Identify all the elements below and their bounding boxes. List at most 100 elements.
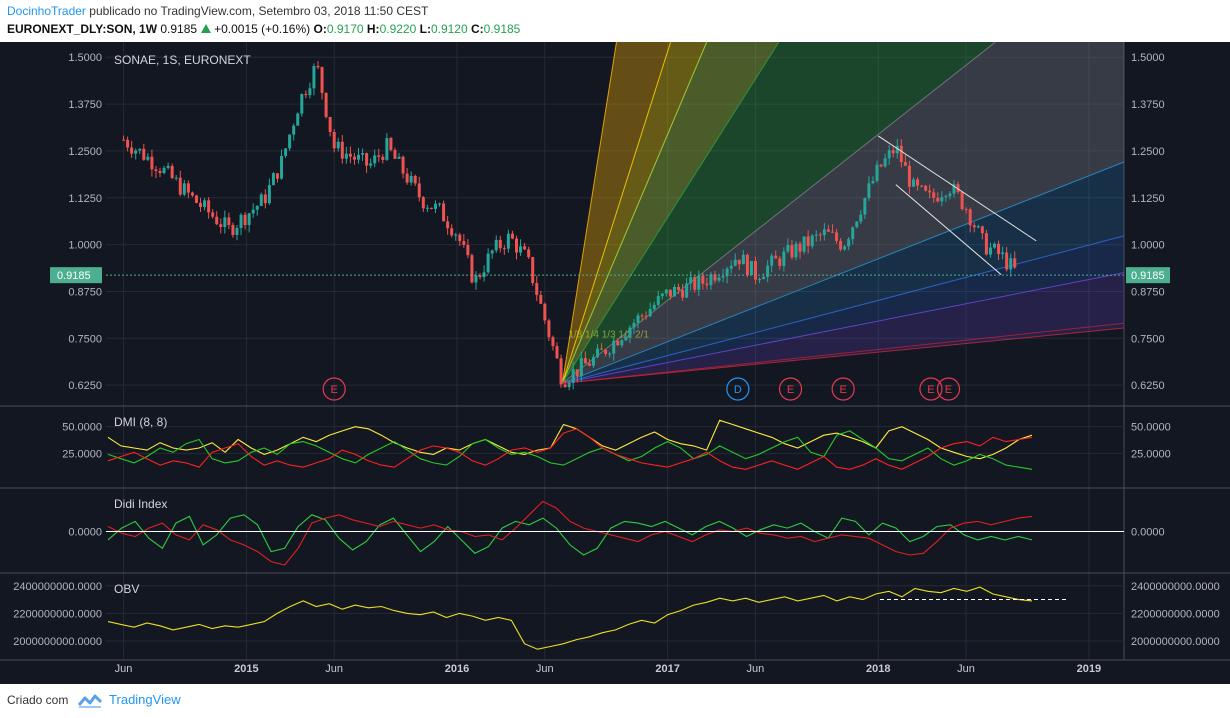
candle-body <box>936 197 940 202</box>
indicator-tick-left: 50.0000 <box>62 422 102 434</box>
time-axis-label: 2015 <box>234 663 258 675</box>
candle-body <box>519 246 523 253</box>
candle-body <box>697 275 701 290</box>
candle-body <box>134 150 138 154</box>
close-label: C: <box>470 22 484 36</box>
candle-body <box>911 179 915 187</box>
candle-body <box>997 243 1001 255</box>
price-tick-right: 0.7500 <box>1131 333 1165 345</box>
candle-body <box>681 289 685 298</box>
candle-body <box>774 255 778 259</box>
candle-body <box>207 200 211 213</box>
candle-body <box>1001 252 1005 255</box>
candle-body <box>980 226 984 234</box>
candle-body <box>174 177 178 179</box>
candle-body <box>571 369 575 383</box>
published-text: publicado no TradingView.com, Setembro 0… <box>85 4 429 18</box>
candle-body <box>583 358 587 364</box>
low-label: L: <box>419 22 431 36</box>
candle-body <box>895 145 899 154</box>
candle-body <box>498 239 502 249</box>
time-axis-label: 2017 <box>655 663 679 675</box>
candle-body <box>640 315 644 317</box>
candle-body <box>660 293 664 297</box>
candle-body <box>952 184 956 194</box>
candle-body <box>903 162 907 166</box>
candle-body <box>782 251 786 266</box>
candle-body <box>186 183 190 193</box>
gann-fan-line <box>562 235 1125 384</box>
candle-body <box>328 117 332 132</box>
candle-body <box>324 92 328 118</box>
candle-body <box>587 363 591 366</box>
candle-body <box>879 164 883 167</box>
price-tick-right: 1.2500 <box>1131 146 1165 158</box>
candle-body <box>543 303 547 321</box>
candle-body <box>964 209 968 211</box>
candle-body <box>397 156 401 159</box>
chart-header: DocinhoTrader publicado no TradingView.c… <box>0 0 1230 42</box>
candle-body <box>239 214 243 229</box>
candle-body <box>741 254 745 265</box>
price-tick-left: 1.1250 <box>68 193 102 205</box>
candle-body <box>616 340 620 346</box>
candle-body <box>547 320 551 338</box>
candle-body <box>288 134 292 149</box>
event-label: E <box>945 384 952 396</box>
candle-body <box>450 228 454 236</box>
candle-body <box>190 192 194 196</box>
candle-body <box>551 337 555 347</box>
indicator-series-line <box>107 428 1033 470</box>
candle-body <box>300 94 304 114</box>
candle-body <box>122 139 126 141</box>
candle-body <box>482 272 486 277</box>
tradingview-link[interactable]: TradingView <box>109 692 181 707</box>
tradingview-logo-icon <box>77 694 102 708</box>
candle-body <box>555 346 559 359</box>
candle-body <box>138 148 142 151</box>
candle-body <box>693 277 697 290</box>
candle-body <box>940 197 944 202</box>
candle-body <box>361 153 365 155</box>
indicator-tick-left: 2400000000.0000 <box>13 581 102 593</box>
candle-body <box>344 153 348 159</box>
candle-body <box>357 154 361 160</box>
candle-body <box>1009 258 1013 270</box>
time-axis-label: 2019 <box>1077 663 1101 675</box>
candle-body <box>798 243 802 252</box>
candle-body <box>563 384 567 388</box>
candle-body <box>401 156 405 174</box>
event-label: E <box>927 384 934 396</box>
last-price-label-left: 0.9185 <box>57 270 91 282</box>
indicator-title: OBV <box>114 582 139 596</box>
candle-body <box>806 236 810 247</box>
candle-body <box>612 340 616 354</box>
dividend-marker <box>726 377 750 401</box>
indicator-tick-left: 25.0000 <box>62 448 102 460</box>
time-axis-label: Jun <box>957 663 975 675</box>
candle-body <box>733 259 737 266</box>
candle-body <box>871 180 875 184</box>
candle-body <box>839 240 843 250</box>
price-tick-right: 1.1250 <box>1131 193 1165 205</box>
price-tick-left: 0.8750 <box>68 286 102 298</box>
up-arrow-icon <box>201 24 212 33</box>
candle-body <box>478 275 482 277</box>
indicator-tick-right: 2000000000.0000 <box>1131 636 1220 648</box>
candle-body <box>150 156 154 170</box>
candle-body <box>267 185 271 204</box>
event-label: E <box>840 384 847 396</box>
candle-body <box>130 147 134 154</box>
candle-body <box>458 234 462 242</box>
candle-body <box>170 165 174 179</box>
earnings-marker <box>778 377 803 401</box>
indicator-series-line <box>107 586 1033 650</box>
candle-body <box>786 245 790 252</box>
candle-body <box>968 209 972 226</box>
candle-body <box>567 382 571 388</box>
candle-body <box>219 224 223 228</box>
chart-canvas[interactable]: 1.5000 1.5000 1.3750 1.3750 1.2500 1.2500 1.12… <box>0 42 1230 684</box>
author-link[interactable]: DocinhoTrader <box>7 4 86 18</box>
candle-body <box>373 155 377 164</box>
candle-body <box>462 241 466 245</box>
